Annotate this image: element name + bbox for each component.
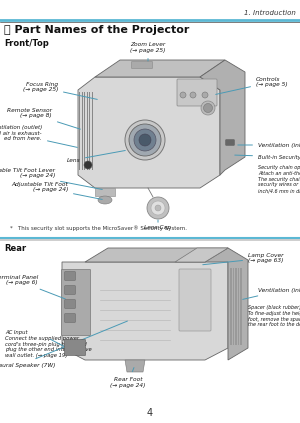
Polygon shape <box>84 92 85 170</box>
Polygon shape <box>95 60 225 77</box>
FancyBboxPatch shape <box>64 340 86 355</box>
Polygon shape <box>86 92 88 170</box>
Polygon shape <box>230 268 232 345</box>
Text: ❓ Part Names of the Projector: ❓ Part Names of the Projector <box>4 25 189 35</box>
Text: Spacer (black rubber)
To fine-adjust the height of the rear
foot, remove the spa: Spacer (black rubber) To fine-adjust the… <box>248 305 300 327</box>
Ellipse shape <box>134 129 156 151</box>
Ellipse shape <box>139 134 151 146</box>
Text: Monaural Speaker (7W): Monaural Speaker (7W) <box>0 321 128 368</box>
Text: Adjustable Tilt Foot
(→ page 24): Adjustable Tilt Foot (→ page 24) <box>11 181 102 200</box>
Text: Rear Foot
(→ page 24): Rear Foot (→ page 24) <box>110 368 146 388</box>
Text: Controls
(→ page 5): Controls (→ page 5) <box>216 77 288 94</box>
Ellipse shape <box>98 196 112 204</box>
FancyBboxPatch shape <box>131 61 152 69</box>
FancyBboxPatch shape <box>179 269 211 331</box>
Text: Zoom Lever
(→ page 25): Zoom Lever (→ page 25) <box>130 42 166 62</box>
Polygon shape <box>125 360 145 372</box>
Polygon shape <box>95 188 115 196</box>
Ellipse shape <box>125 120 165 160</box>
Ellipse shape <box>151 201 165 215</box>
Polygon shape <box>240 268 242 345</box>
Ellipse shape <box>190 92 196 98</box>
Polygon shape <box>175 248 228 262</box>
Ellipse shape <box>202 92 208 98</box>
Polygon shape <box>89 92 90 170</box>
Polygon shape <box>62 248 228 360</box>
Text: 1. Introduction: 1. Introduction <box>244 10 296 16</box>
FancyBboxPatch shape <box>65 272 75 280</box>
Polygon shape <box>92 92 93 170</box>
Ellipse shape <box>155 205 161 211</box>
FancyBboxPatch shape <box>226 140 234 145</box>
Text: Ventilation (inlet): Ventilation (inlet) <box>238 143 300 148</box>
Polygon shape <box>205 248 248 360</box>
Ellipse shape <box>129 124 161 156</box>
Ellipse shape <box>147 197 169 219</box>
Polygon shape <box>79 92 80 170</box>
Text: *   This security slot supports the MicroSaver® Security System.: * This security slot supports the MicroS… <box>10 225 187 231</box>
FancyBboxPatch shape <box>65 286 75 294</box>
Text: Terminal Panel
(→ page 6): Terminal Panel (→ page 6) <box>0 275 65 299</box>
FancyBboxPatch shape <box>65 300 75 308</box>
FancyBboxPatch shape <box>65 314 75 322</box>
Polygon shape <box>232 268 234 345</box>
FancyBboxPatch shape <box>61 269 91 335</box>
Text: Lens: Lens <box>66 151 125 162</box>
FancyBboxPatch shape <box>177 79 217 106</box>
Text: Adjustable Tilt Foot Lever
(→ page 24): Adjustable Tilt Foot Lever (→ page 24) <box>0 168 102 190</box>
Polygon shape <box>78 77 220 188</box>
Polygon shape <box>82 92 83 170</box>
Ellipse shape <box>180 92 186 98</box>
Polygon shape <box>238 268 239 345</box>
Polygon shape <box>235 268 236 345</box>
Text: Remote Sensor
(→ page 8): Remote Sensor (→ page 8) <box>7 107 80 129</box>
Text: Lens Cap: Lens Cap <box>145 220 172 230</box>
Text: Front/Top: Front/Top <box>4 38 49 47</box>
Text: Lamp Cover
(→ page 63): Lamp Cover (→ page 63) <box>203 253 284 265</box>
Text: 4: 4 <box>147 408 153 418</box>
Text: Rear: Rear <box>4 244 26 253</box>
Polygon shape <box>85 248 228 262</box>
Polygon shape <box>200 60 245 175</box>
Text: Security chain opening
Attach an anti-theft device.
The security chain opening a: Security chain opening Attach an anti-th… <box>258 165 300 193</box>
Text: Built-in Security Slot (■)*: Built-in Security Slot (■)* <box>235 154 300 159</box>
Text: Ventilation (inlet): Ventilation (inlet) <box>243 288 300 299</box>
Text: Focus Ring
(→ page 25): Focus Ring (→ page 25) <box>22 82 97 99</box>
Text: Ventilation (outlet)
Heated air is exhaust-
ed from here.: Ventilation (outlet) Heated air is exhau… <box>0 125 77 147</box>
Ellipse shape <box>201 101 215 115</box>
Ellipse shape <box>203 104 212 113</box>
Text: AC Input
Connect the supplied power
cord's three-pin plug here, and
plug the oth: AC Input Connect the supplied power cord… <box>5 330 92 358</box>
Ellipse shape <box>84 161 92 169</box>
